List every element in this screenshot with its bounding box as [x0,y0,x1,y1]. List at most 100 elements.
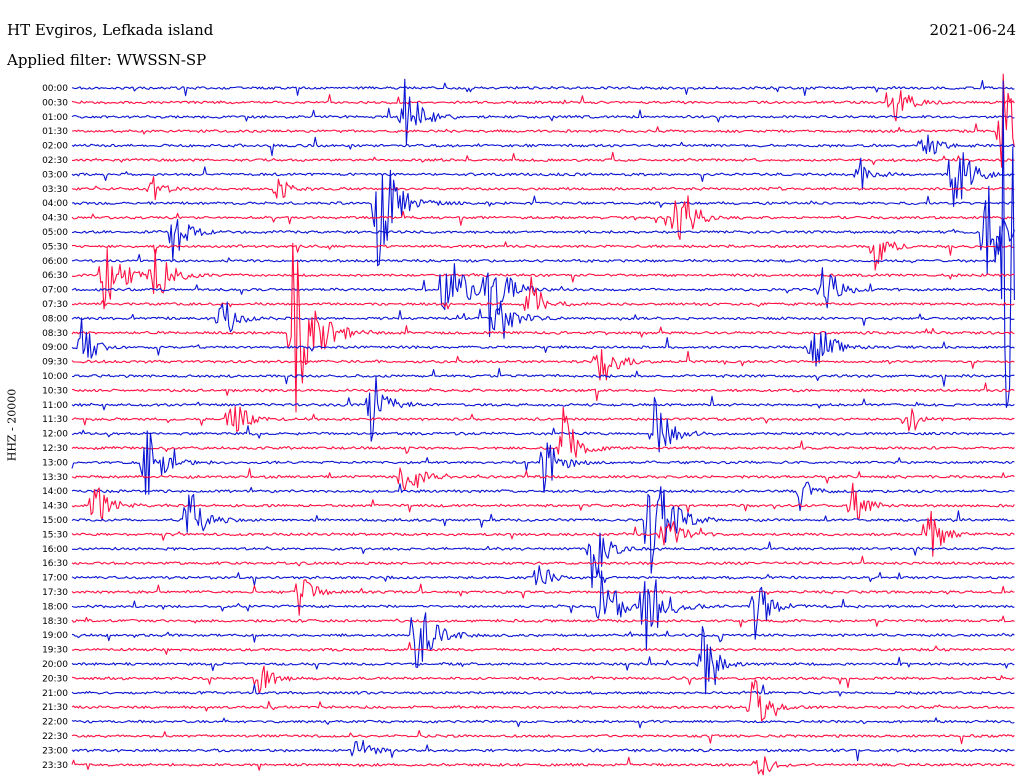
seismic-trace-0500 [71,185,1015,276]
seismic-trace-2300 [71,739,1015,762]
row-time-label: 22:30 [42,732,68,742]
row-time-label: 12:00 [42,430,68,440]
seismic-trace-1500 [71,486,1015,574]
seismic-trace-1230 [71,406,1015,458]
seismic-trace-0700 [71,263,1015,338]
row-time-label: 18:00 [42,602,68,612]
row-time-label: 04:30 [42,214,68,224]
seismic-trace-0100 [71,78,1015,145]
seismic-trace-0630 [71,248,1015,310]
seismic-trace-1700 [71,565,1015,586]
seismic-trace-1900 [71,612,1015,668]
tick-label-group: 00:00 00:30 01:00 01:30 02:00 02:30 03:00 03:30… [42,84,68,771]
date-label: 2021-06-24 [929,21,1016,39]
seismic-trace-1000 [71,367,1015,387]
seismic-trace-0400 [71,169,1015,267]
seismic-trace-1030 [72,382,1015,402]
row-time-label: 14:30 [42,502,68,512]
seismic-trace-2230 [71,729,1015,745]
row-time-label: 08:00 [42,314,68,324]
row-time-label: 03:30 [42,185,68,195]
row-time-label: 11:30 [42,415,68,425]
row-time-label: 09:30 [42,358,68,368]
seismic-trace-1530 [71,510,1015,557]
row-time-label: 13:00 [42,458,68,468]
seismic-trace-2130 [71,679,1015,722]
seismic-trace-0730 [71,276,1015,311]
seismic-trace-1800 [71,570,1015,651]
row-time-label: 00:30 [42,98,68,108]
row-time-label: 23:00 [42,746,68,756]
seismic-trace-0600 [71,80,1015,409]
seismic-trace-0230 [72,151,1015,166]
row-time-label: 11:00 [42,401,68,411]
row-time-label: 20:00 [42,660,68,670]
row-time-label: 05:30 [42,242,68,252]
filter-label: Applied filter: WWSSN-SP [7,51,207,69]
row-time-label: 12:30 [42,444,68,454]
seismic-trace-0800 [71,301,1015,339]
row-time-label: 03:00 [42,170,68,180]
seismic-trace-1730 [71,579,1015,616]
row-time-label: 17:00 [42,574,68,584]
station-title: HT Evgiros, Lefkada island [7,21,214,39]
row-time-label: 21:00 [42,689,68,699]
row-time-label: 13:30 [42,473,68,483]
seismic-trace-2030 [71,665,1015,695]
seismic-trace-1300 [71,430,1015,495]
seismic-trace-2330 [71,756,1015,776]
trace-group [71,73,1015,776]
row-time-label: 18:30 [42,617,68,627]
row-time-label: 10:30 [42,386,68,396]
row-time-label: 16:00 [42,545,68,555]
row-time-label: 06:30 [42,271,68,281]
row-time-label: 01:00 [42,113,68,123]
row-time-label: 21:30 [42,703,68,713]
row-time-label: 05:00 [42,228,68,238]
row-time-label: 15:00 [42,516,68,526]
row-time-label: 10:00 [42,372,68,382]
seismic-trace-0000 [71,79,1015,97]
seismic-trace-0330 [71,176,1015,201]
row-time-label: 22:00 [42,718,68,728]
row-time-label: 17:30 [42,588,68,598]
seismic-trace-1830 [71,615,1015,628]
row-time-label: 00:00 [42,84,68,94]
row-time-label: 02:30 [42,156,68,166]
seismic-trace-1430 [71,482,1015,521]
seismic-trace-0130 [72,73,1015,168]
row-time-label: 02:00 [42,142,68,152]
seismic-trace-2200 [71,717,1015,729]
row-time-label: 07:00 [42,286,68,296]
seismic-trace-2100 [71,683,1015,697]
seismic-trace-0300 [71,152,1015,208]
row-time-label: 07:30 [42,300,68,310]
row-time-label: 09:00 [42,343,68,353]
seismic-trace-1130 [71,406,1015,432]
seismic-trace-0830 [71,242,1015,413]
seismic-trace-1630 [71,555,1015,567]
row-time-label: 01:30 [42,127,68,137]
seismic-trace-1400 [71,481,1015,512]
seismic-trace-0530 [72,241,1015,271]
seismic-trace-1600 [72,532,1015,589]
seismic-trace-1100 [71,375,1015,442]
seismic-trace-0200 [71,134,1015,157]
row-time-label: 16:30 [42,559,68,569]
row-time-label: 19:00 [42,631,68,641]
row-time-label: 19:30 [42,646,68,656]
seismic-trace-1330 [71,467,1015,492]
seismic-trace-0030 [71,90,1015,122]
seismic-trace-1200 [71,396,1015,453]
row-time-label: 14:00 [42,487,68,497]
seismic-trace-0930 [71,349,1015,381]
row-time-label: 08:30 [42,329,68,339]
seismic-trace-0900 [71,317,1015,367]
row-time-label: 06:00 [42,257,68,267]
seismic-trace-2000 [71,625,1015,695]
row-time-label: 20:30 [42,674,68,684]
row-time-label: 04:00 [42,199,68,209]
row-time-label: 15:30 [42,530,68,540]
seismic-trace-1930 [71,641,1015,655]
